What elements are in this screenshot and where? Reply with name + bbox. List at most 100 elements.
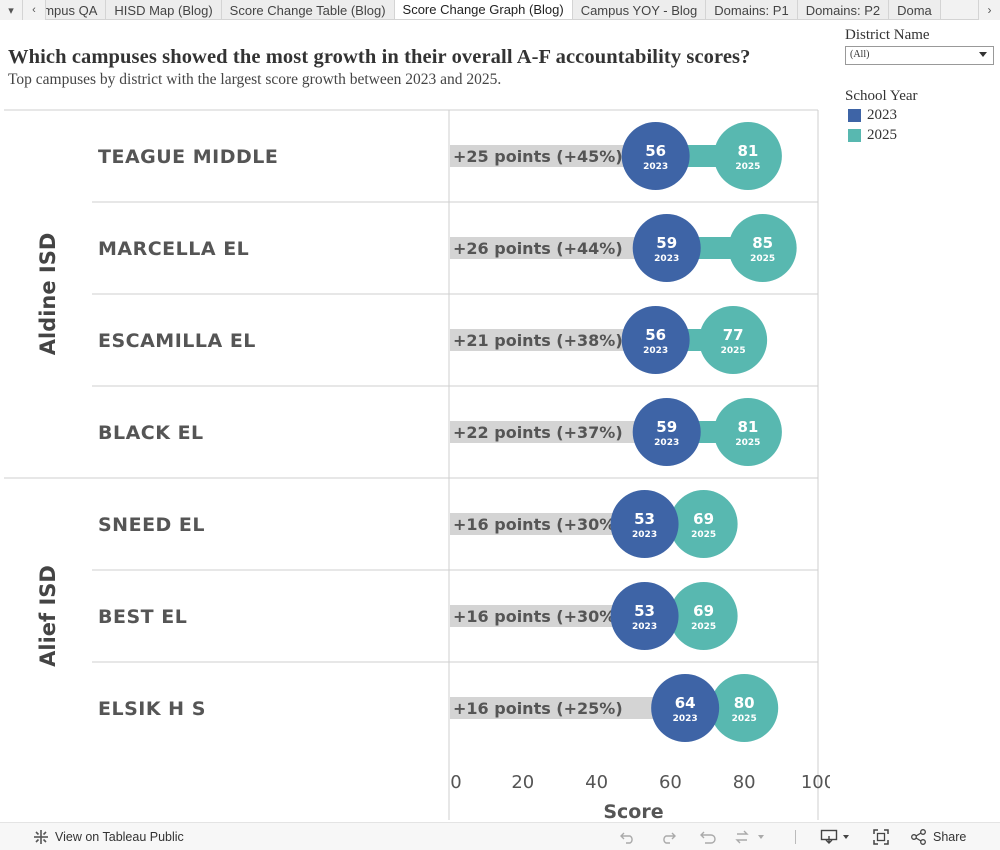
legend-swatch: [848, 129, 861, 142]
dot-2025-year: 2025: [735, 162, 760, 172]
dot-2023[interactable]: [610, 582, 679, 650]
dot-2023-year: 2023: [632, 530, 657, 540]
change-bar: [450, 605, 645, 627]
dot-2025-value: 69: [693, 510, 714, 528]
dot-2025-value: 85: [752, 234, 773, 252]
dot-2023-value: 56: [645, 326, 666, 344]
share-label: Share: [933, 830, 967, 844]
sheet-tab[interactable]: Score Change Graph (Blog): [394, 0, 573, 19]
dot-2025-value: 77: [723, 326, 744, 344]
dot-2025-year: 2025: [732, 714, 757, 724]
district-filter-dropdown[interactable]: (All): [845, 46, 994, 65]
dot-2023[interactable]: [632, 398, 701, 466]
x-tick-label: 80: [733, 772, 756, 793]
legend-swatch: [848, 109, 861, 122]
district-label: Alief ISD: [36, 565, 60, 667]
dot-2025[interactable]: [669, 490, 738, 558]
sheet-tab[interactable]: Domains: P1: [706, 0, 798, 19]
dot-2023-year: 2023: [632, 622, 657, 632]
campus-label: BEST EL: [98, 606, 187, 628]
dot-2025[interactable]: [728, 214, 797, 282]
fullscreen-icon[interactable]: [873, 829, 889, 845]
change-bar: [450, 329, 656, 351]
dot-2025[interactable]: [713, 398, 782, 466]
campus-label: BLACK EL: [98, 422, 204, 444]
change-bar: [450, 237, 667, 259]
dot-2025[interactable]: [710, 674, 779, 742]
undo-icon[interactable]: [619, 830, 637, 844]
campus-label: ESCAMILLA EL: [98, 330, 256, 352]
dot-2025[interactable]: [713, 122, 782, 190]
change-bar: [450, 145, 656, 167]
dot-2025-value: 80: [734, 694, 755, 712]
dot-2023-year: 2023: [654, 438, 679, 448]
campus-label: MARCELLA EL: [98, 238, 249, 260]
chart-subtitle: Top campuses by district with the larges…: [8, 71, 502, 88]
dot-2025-year: 2025: [691, 530, 716, 540]
dot-2025[interactable]: [669, 582, 738, 650]
change-label: +21 points (+38%): [453, 331, 623, 350]
dot-2023[interactable]: [651, 674, 720, 742]
change-bar: [450, 421, 667, 443]
redo-icon[interactable]: [659, 830, 677, 844]
dot-2023-year: 2023: [643, 346, 668, 356]
sheet-tab[interactable]: Score Change Table (Blog): [221, 0, 395, 19]
tab-prev-icon[interactable]: ‹: [23, 0, 46, 20]
change-bar: [450, 513, 645, 535]
sheet-tab[interactable]: ampus QA: [46, 0, 107, 19]
toolbar-divider: [795, 830, 796, 844]
dot-2025-value: 81: [737, 418, 758, 436]
campus-label: TEAGUE MIDDLE: [98, 146, 278, 168]
x-tick-label: 0: [450, 772, 461, 793]
dot-2025-value: 81: [737, 142, 758, 160]
district-filter-title: District Name: [845, 27, 930, 43]
x-tick-label: 40: [585, 772, 608, 793]
x-axis-title: Score: [603, 801, 663, 820]
legend-label: 2023: [867, 107, 897, 123]
dot-2023-value: 53: [634, 510, 655, 528]
dot-2025[interactable]: [699, 306, 768, 374]
sheet-tab[interactable]: Campus YOY - Blog: [572, 0, 707, 19]
dot-2025-year: 2025: [750, 254, 775, 264]
refresh-icon[interactable]: [735, 830, 765, 844]
change-label: +22 points (+37%): [453, 423, 623, 442]
sheet-tab[interactable]: Doma: [889, 0, 941, 19]
revert-icon[interactable]: [699, 830, 717, 844]
x-tick-label: 60: [659, 772, 682, 793]
dot-2023-value: 53: [634, 602, 655, 620]
view-on-tableau-label: View on Tableau Public: [55, 830, 184, 844]
dot-2023-value: 59: [656, 234, 677, 252]
toolbar-footer: View on Tableau Public Share: [0, 822, 1000, 850]
x-tick-label: 100: [801, 772, 830, 793]
dot-2023-value: 64: [675, 694, 696, 712]
x-tick-label: 20: [511, 772, 534, 793]
change-label: +16 points (+30%): [453, 515, 623, 534]
dot-2025-year: 2025: [691, 622, 716, 632]
sheet-tab[interactable]: Domains: P2: [797, 0, 890, 19]
legend-item-2023[interactable]: 2023: [848, 107, 897, 124]
dot-2023-year: 2023: [643, 162, 668, 172]
view-on-tableau-button[interactable]: View on Tableau Public: [33, 829, 184, 845]
chevron-down-icon: [979, 52, 987, 57]
change-label: +25 points (+45%): [453, 147, 623, 166]
dot-2023[interactable]: [610, 490, 679, 558]
dot-2023[interactable]: [632, 214, 701, 282]
download-icon[interactable]: [820, 829, 852, 845]
share-button[interactable]: Share: [910, 829, 966, 845]
tableau-logo-icon: [34, 830, 48, 844]
tab-next-icon[interactable]: ›: [978, 0, 1000, 20]
change-label: +16 points (+30%): [453, 607, 623, 626]
tab-menu-icon[interactable]: ▾: [0, 0, 23, 20]
dot-2023[interactable]: [621, 122, 690, 190]
change-label: +26 points (+44%): [453, 239, 623, 258]
legend-title: School Year: [845, 88, 918, 104]
legend-item-2025[interactable]: 2025: [848, 127, 897, 144]
dot-2023[interactable]: [621, 306, 690, 374]
dot-2025-year: 2025: [721, 346, 746, 356]
campus-label: ELSIK H S: [98, 698, 206, 720]
dot-2023-value: 59: [656, 418, 677, 436]
dot-2025-value: 69: [693, 602, 714, 620]
share-icon: [911, 829, 926, 845]
sheet-tab[interactable]: HISD Map (Blog): [106, 0, 222, 19]
